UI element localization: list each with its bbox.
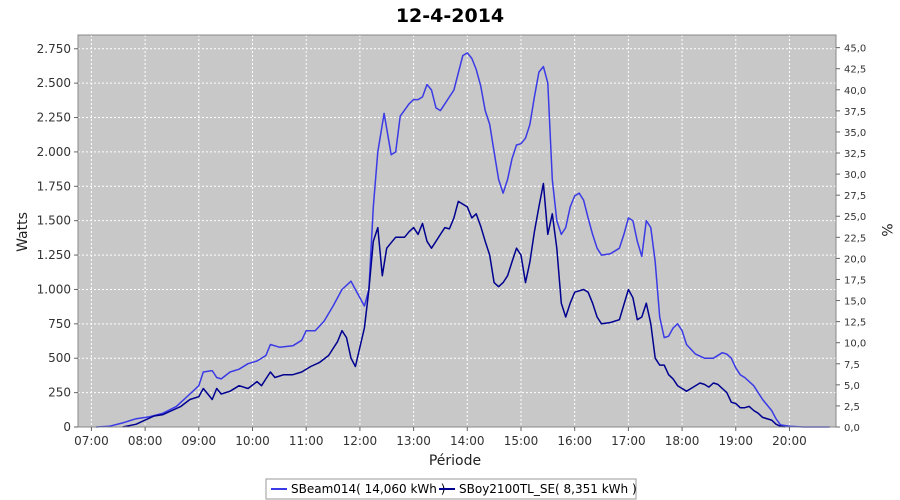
y2-tick-label: 17,5 [844,275,866,286]
y-tick-label: 1.000 [37,282,71,296]
y-tick-label: 1.500 [37,214,71,228]
plot-border [77,34,837,428]
y2-tick-label: 30,0 [844,170,866,181]
x-tick-label: 08:00 [128,434,163,448]
x-tick-label: 11:00 [289,434,324,448]
y2-tick-label: 0,0 [844,423,860,434]
y-tick-label: 0 [63,420,71,434]
y2-tick-label: 12,5 [844,318,866,329]
y2-tick-label: 37,5 [844,107,866,118]
y-tick-label: 500 [48,351,71,365]
y-tick-label: 2.000 [37,145,71,159]
series-line-2 [122,182,786,428]
y2-tick-label: 2,5 [844,402,860,413]
y2-tick-label: 27,5 [844,191,866,202]
y-axis-label: Watts [15,212,31,252]
x-tick-label: 18:00 [665,434,700,448]
y-tick-label: 2.750 [37,42,71,56]
y-tick-label: 250 [48,386,71,400]
x-tick-label: 09:00 [182,434,217,448]
y-tick-label: 1.750 [37,179,71,193]
plot-background [78,35,836,427]
x-tick-label: 14:00 [450,434,485,448]
y2-tick-label: 20,0 [844,254,866,265]
plot-area: 0 250 500 750 1.000 1.250 1.500 1.750 2.000 2.250… [37,34,866,448]
y2-tick-label: 10,0 [844,339,866,350]
y2-tick-label: 25,0 [844,212,866,223]
y2-tick-label: 22,5 [844,233,866,244]
x-tick-label: 13:00 [396,434,431,448]
y-tick-label: 2.250 [37,111,71,125]
x-tick-label: 19:00 [718,434,753,448]
y2-tick-label: 40,0 [844,86,866,97]
y-tick-label: 750 [48,317,71,331]
y2-tick-label: 32,5 [844,149,866,160]
y2-tick-label: 42,5 [844,65,866,76]
x-tick-label: 10:00 [235,434,270,448]
y2-tick-label: 35,0 [844,128,866,139]
y2-axis-label: % [878,223,894,236]
series-line-1 [95,52,830,428]
legend: SBeam014( 14,060 kWh ) SBoy2100TL_SE( 8,3… [265,478,637,500]
y-tick-label: 2.500 [37,76,71,90]
y2-tick-label: 7,5 [844,360,860,371]
x-tick-label: 17:00 [611,434,646,448]
x-tick-label: 07:00 [74,434,109,448]
y2-tick-label: 15,0 [844,297,866,308]
legend-label-2: SBoy2100TL_SE( 8,351 kWh ) [459,482,637,496]
x-tick-label: 16:00 [557,434,592,448]
x-tick-label: 12:00 [343,434,378,448]
y-tick-label: 1.250 [37,248,71,262]
x-tick-label: 15:00 [504,434,539,448]
chart-title: 12-4-2014 [396,5,504,27]
y2-tick-label: 45,0 [844,44,866,55]
x-axis-label: Période [429,453,481,469]
x-tick-label: 20:00 [772,434,807,448]
legend-label-1: SBeam014( 14,060 kWh ) [291,482,445,496]
y2-tick-label: 5,0 [844,381,860,392]
